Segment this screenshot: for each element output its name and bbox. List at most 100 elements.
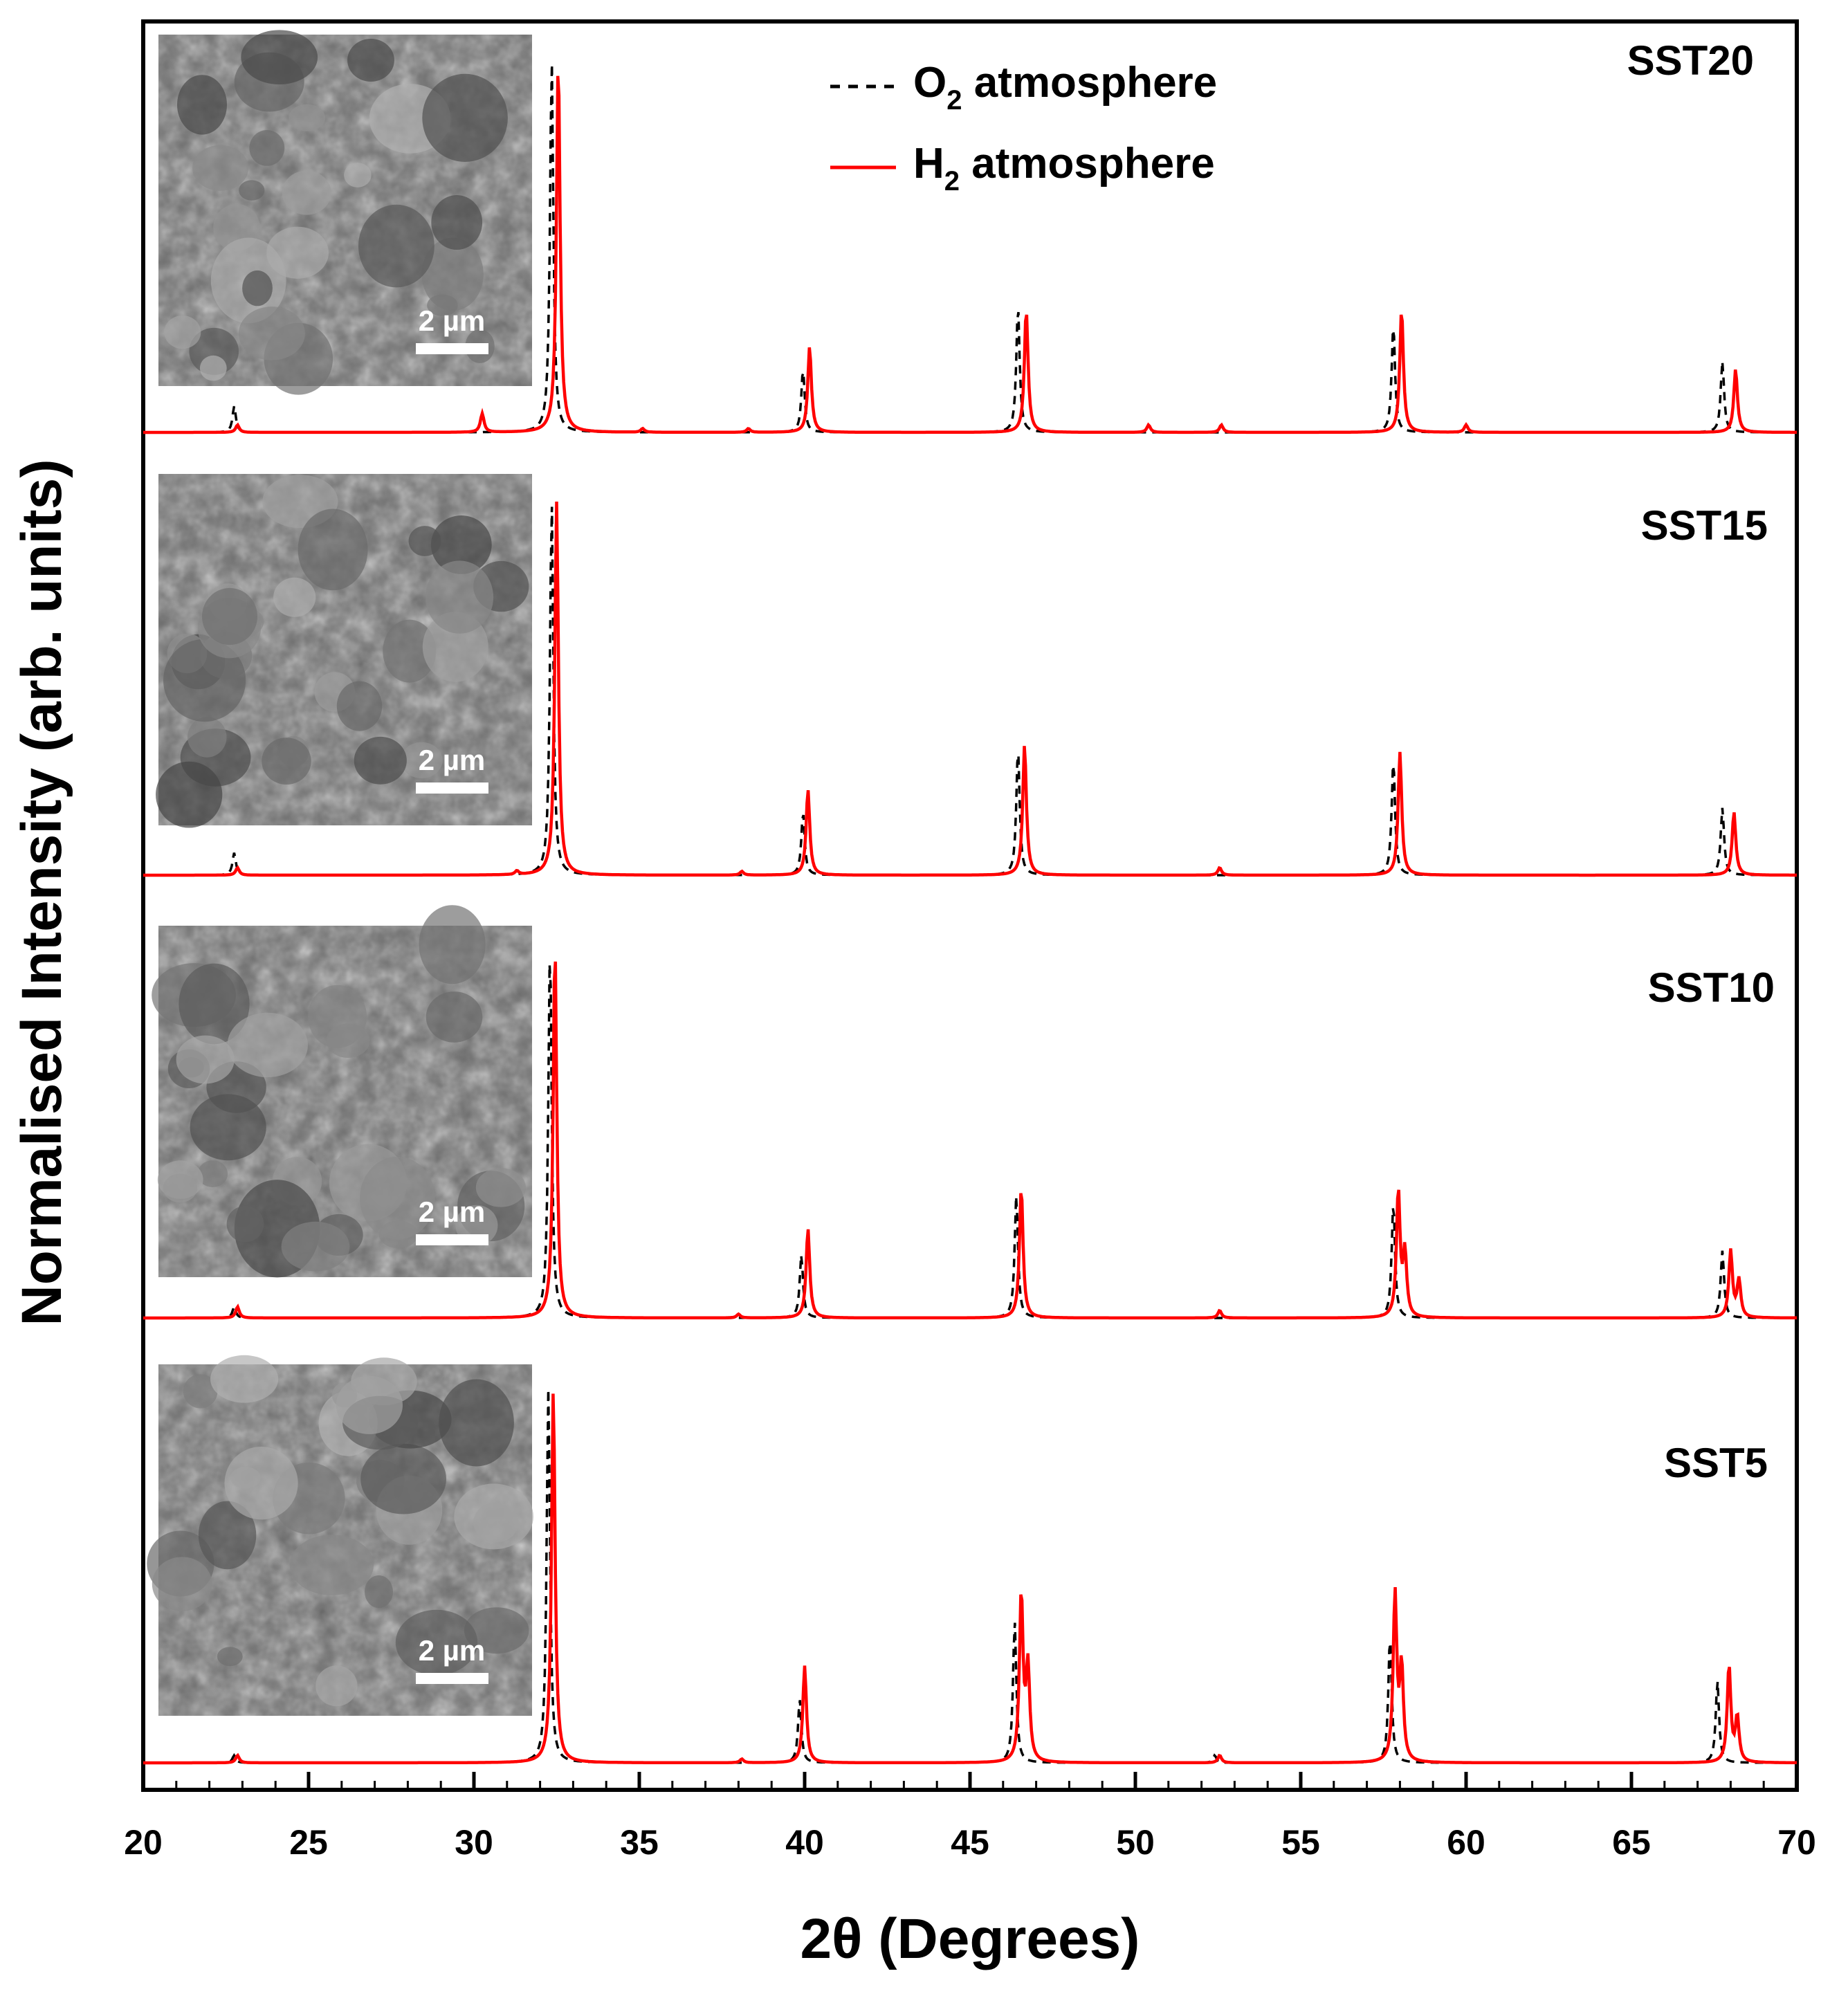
legend: O2 atmosphere H2 atmosphere xyxy=(830,59,1217,196)
sem-grain xyxy=(177,75,227,135)
x-tick-label: 70 xyxy=(1777,1823,1816,1862)
sem-grain xyxy=(163,639,246,722)
scale-bar-label: 2 µm xyxy=(419,1634,486,1667)
x-tick-label: 30 xyxy=(455,1823,493,1862)
sem-grain xyxy=(347,39,394,82)
sem-grain xyxy=(475,1168,527,1207)
x-tick-label: 65 xyxy=(1612,1823,1651,1862)
sem-grain xyxy=(199,355,227,381)
series-h2-line xyxy=(143,75,1797,434)
sem-grain xyxy=(360,1443,446,1514)
sem-grain xyxy=(326,1023,370,1058)
scale-bar xyxy=(416,782,488,794)
sem-grain xyxy=(344,163,372,187)
sem-grain xyxy=(192,145,249,191)
sem-grain xyxy=(289,104,326,131)
sample-label: SST5 xyxy=(1664,1440,1768,1486)
sem-grain xyxy=(422,73,508,162)
sem-grain xyxy=(198,1501,257,1570)
sem-grain xyxy=(226,1206,264,1243)
sem-grain xyxy=(289,1535,374,1595)
scale-bar-label: 2 µm xyxy=(419,744,486,776)
sem-grain xyxy=(427,294,458,316)
sem-inset: 2 µm xyxy=(158,30,532,395)
legend-h2-label: H2 atmosphere xyxy=(913,140,1215,196)
sem-grain xyxy=(183,1374,218,1409)
sem-inset: 2 µm xyxy=(156,474,532,828)
sem-grain xyxy=(298,509,368,591)
sem-grain xyxy=(419,905,486,985)
sem-inset: 2 µm xyxy=(147,1355,533,1716)
sem-grain xyxy=(164,315,201,349)
sem-grain xyxy=(426,560,494,634)
sem-grain xyxy=(358,204,434,288)
sem-grain xyxy=(156,761,223,828)
sem-grain xyxy=(336,1375,403,1434)
sem-grain xyxy=(273,577,316,617)
sem-grain xyxy=(426,991,483,1043)
sem-grain xyxy=(282,170,331,215)
sem-grain xyxy=(315,1665,358,1707)
series-h2-line xyxy=(143,501,1797,877)
x-tick-label: 20 xyxy=(124,1823,163,1862)
sample-labels: SST20 SST15 SST10 SST5 xyxy=(1627,37,1775,1486)
scale-bar xyxy=(416,343,488,354)
scale-bar xyxy=(416,1673,488,1684)
x-axis-title: 2θ (Degrees) xyxy=(801,1907,1140,1970)
legend-o2-label: O2 atmosphere xyxy=(913,59,1217,116)
sem-grain xyxy=(152,1557,212,1611)
sem-grain xyxy=(262,738,311,785)
scale-bar-label: 2 µm xyxy=(419,1196,486,1228)
sem-grain xyxy=(431,195,483,250)
sem-insets: 2 µm 2 µm 2 µm 2 µm xyxy=(147,30,533,1716)
x-tick-label: 35 xyxy=(620,1823,659,1862)
sem-grain xyxy=(336,681,383,731)
sem-grain xyxy=(217,1647,243,1667)
series-h2-line xyxy=(143,961,1797,1320)
x-tick-label: 45 xyxy=(951,1823,989,1862)
sem-grain xyxy=(281,1221,350,1272)
sem-grain xyxy=(430,515,492,574)
sem-grain xyxy=(354,736,407,785)
sem-grain xyxy=(241,30,318,85)
x-ticks: 20 25 30 35 40 45 50 55 60 65 70 xyxy=(124,1772,1816,1862)
sem-grain xyxy=(242,270,273,306)
scale-bar xyxy=(416,1234,488,1245)
sem-grain xyxy=(454,1483,533,1550)
sem-grain xyxy=(383,619,437,683)
sem-grain xyxy=(179,963,250,1045)
sem-grain xyxy=(360,1156,435,1240)
sem-grain xyxy=(464,1607,529,1654)
sem-inset: 2 µm xyxy=(152,905,532,1278)
sem-grain xyxy=(227,1012,308,1078)
sem-grain xyxy=(238,306,305,360)
sem-grain xyxy=(421,237,484,311)
sem-grain xyxy=(408,526,441,556)
series-h2-group xyxy=(143,75,1797,1765)
series-h2-line xyxy=(143,1393,1797,1765)
y-axis-title: Normalised Intensity (arb. units) xyxy=(10,459,73,1326)
sem-grain xyxy=(187,717,227,758)
x-tick-label: 40 xyxy=(785,1823,824,1862)
sem-grain xyxy=(401,742,443,778)
x-tick-label: 50 xyxy=(1116,1823,1155,1862)
sem-grain xyxy=(239,180,265,201)
sem-grain xyxy=(197,1160,228,1187)
scale-bar-label: 2 µm xyxy=(419,304,486,337)
sample-label: SST10 xyxy=(1648,964,1775,1011)
sem-grain xyxy=(163,1173,197,1203)
sem-grain xyxy=(249,130,285,166)
sem-grain xyxy=(210,1355,279,1403)
sample-label: SST20 xyxy=(1627,37,1754,84)
x-tick-label: 25 xyxy=(289,1823,328,1862)
sem-grain xyxy=(439,1379,514,1467)
sem-grain xyxy=(176,1035,235,1084)
sample-label: SST15 xyxy=(1641,502,1768,549)
sem-grain xyxy=(224,1447,298,1520)
x-tick-label: 55 xyxy=(1281,1823,1320,1862)
sem-grain xyxy=(395,1609,478,1676)
x-tick-label: 60 xyxy=(1447,1823,1485,1862)
sem-grain xyxy=(202,587,257,646)
sem-grain xyxy=(365,1575,393,1609)
